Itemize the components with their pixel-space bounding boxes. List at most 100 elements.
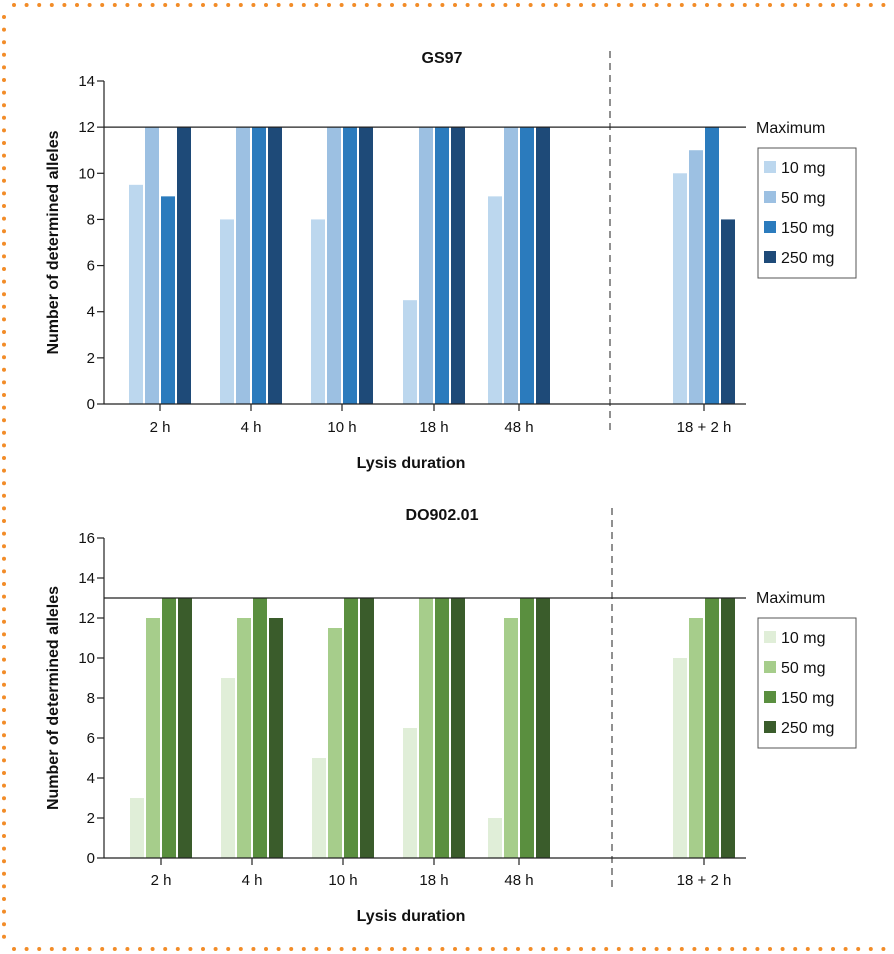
frame-dot-bottom — [24, 947, 29, 951]
frame-dot-top — [201, 3, 205, 7]
frame-dot-left — [2, 367, 6, 372]
frame-dot-top — [881, 3, 886, 7]
frame-dot-top — [667, 3, 672, 7]
frame-dot-bottom — [679, 947, 684, 951]
legend-label: 50 mg — [781, 190, 825, 207]
frame-dot-bottom — [12, 947, 16, 951]
bar-50-mg-48-h — [504, 127, 518, 405]
x-tick-label: 10 h — [327, 419, 356, 436]
frame-dot-bottom — [402, 947, 407, 951]
frame-dot-bottom — [37, 947, 42, 951]
bar-250-mg-48-h — [536, 598, 550, 858]
frame-dot-top — [12, 3, 16, 7]
frame-dot-bottom — [226, 947, 231, 951]
frame-dot-bottom — [87, 947, 92, 951]
frame-dot-top — [642, 3, 646, 7]
frame-dot-left — [2, 758, 6, 763]
frame-dot-bottom — [150, 947, 155, 951]
frame-dot-left — [2, 304, 6, 309]
legend-swatch — [764, 631, 776, 643]
frame-dot-left — [2, 708, 6, 712]
frame-dot-top — [213, 3, 218, 7]
frame-dot-left — [2, 556, 6, 561]
x-tick-label: 48 h — [504, 872, 533, 889]
frame-dot-top — [238, 3, 243, 7]
y-axis-label: Number of determined alleles — [45, 586, 62, 810]
bar-150-mg-18-2-h — [705, 127, 719, 405]
frame-dot-left — [2, 695, 6, 700]
frame-dot-left — [2, 317, 6, 322]
frame-dot-left — [2, 519, 6, 523]
frame-dot-left — [2, 859, 6, 864]
frame-dot-bottom — [100, 947, 105, 951]
frame-dot-bottom — [339, 947, 344, 951]
frame-dot-bottom — [163, 947, 168, 951]
bar-10-mg-2-h — [130, 798, 144, 858]
y-tick-label: 0 — [87, 396, 95, 413]
frame-dot-bottom — [289, 947, 294, 951]
y-tick-label: 12 — [78, 610, 95, 627]
frame-dot-left — [2, 115, 6, 120]
frame-dot-top — [264, 3, 268, 7]
bar-150-mg-4-h — [252, 127, 266, 405]
bar-150-mg-10-h — [344, 598, 358, 858]
frame-dot-left — [2, 783, 6, 788]
frame-dot-top — [301, 3, 306, 7]
frame-dot-left — [2, 645, 6, 649]
frame-dot-left — [2, 771, 6, 775]
frame-dot-bottom — [465, 947, 470, 951]
frame-dot-top — [490, 3, 495, 7]
frame-dot-top — [37, 3, 42, 7]
frame-dot-bottom — [604, 947, 609, 951]
frame-dot-left — [2, 418, 6, 423]
frame-dot-bottom — [818, 947, 823, 951]
frame-dot-top — [742, 3, 747, 7]
frame-dot-left — [2, 569, 6, 574]
y-tick-label: 14 — [78, 73, 95, 90]
x-axis-label: Lysis duration — [357, 455, 466, 472]
frame-dot-left — [2, 141, 6, 145]
frame-dot-top — [402, 3, 407, 7]
frame-dot-bottom — [49, 947, 54, 951]
frame-dot-bottom — [75, 947, 79, 951]
frame-dot-bottom — [868, 947, 873, 951]
frame-dot-left — [2, 40, 6, 45]
frame-dot-bottom — [528, 947, 533, 951]
frame-dot-top — [465, 3, 470, 7]
bar-150-mg-2-h — [161, 196, 175, 404]
frame-dot-top — [188, 3, 193, 7]
bar-50-mg-2-h — [145, 127, 159, 405]
x-tick-label: 2 h — [151, 872, 172, 889]
frame-dot-top — [427, 3, 432, 7]
frame-dot-bottom — [730, 947, 735, 951]
frame-dot-left — [2, 178, 6, 183]
bar-250-mg-10-h — [360, 598, 374, 858]
frame-dot-top — [856, 3, 861, 7]
frame-dot-top — [112, 3, 117, 7]
frame-dot-top — [629, 3, 634, 7]
frame-dot-bottom — [516, 947, 520, 951]
frame-dot-top — [415, 3, 420, 7]
frame-dot-top — [150, 3, 155, 7]
chart-2: DO902.01 0 2 4 6 8 10 12 14 16 2 h 4 h 10 h 18 h 48 h 1… — [45, 507, 857, 925]
x-tick-label: 2 h — [150, 419, 171, 436]
frame-dot-bottom — [377, 947, 382, 951]
bar-250-mg-4-h — [269, 618, 283, 858]
bar-10-mg-18-h — [403, 728, 417, 858]
legend-label: 50 mg — [781, 660, 825, 677]
frame-dot-top — [780, 3, 785, 7]
frame-dot-bottom — [642, 947, 646, 951]
frame-dot-top — [868, 3, 873, 7]
frame-dot-left — [2, 619, 6, 624]
frame-dot-top — [591, 3, 596, 7]
bar-50-mg-48-h — [504, 618, 518, 858]
legend-label: 150 mg — [781, 690, 834, 707]
bar-10-mg-18-2-h — [673, 658, 687, 858]
frame-dot-top — [390, 3, 394, 7]
frame-dot-left — [2, 78, 6, 82]
bar-10-mg-10-h — [312, 758, 326, 858]
legend-swatch — [764, 661, 776, 673]
frame-dot-left — [2, 103, 6, 108]
bar-10-mg-10-h — [311, 219, 325, 404]
